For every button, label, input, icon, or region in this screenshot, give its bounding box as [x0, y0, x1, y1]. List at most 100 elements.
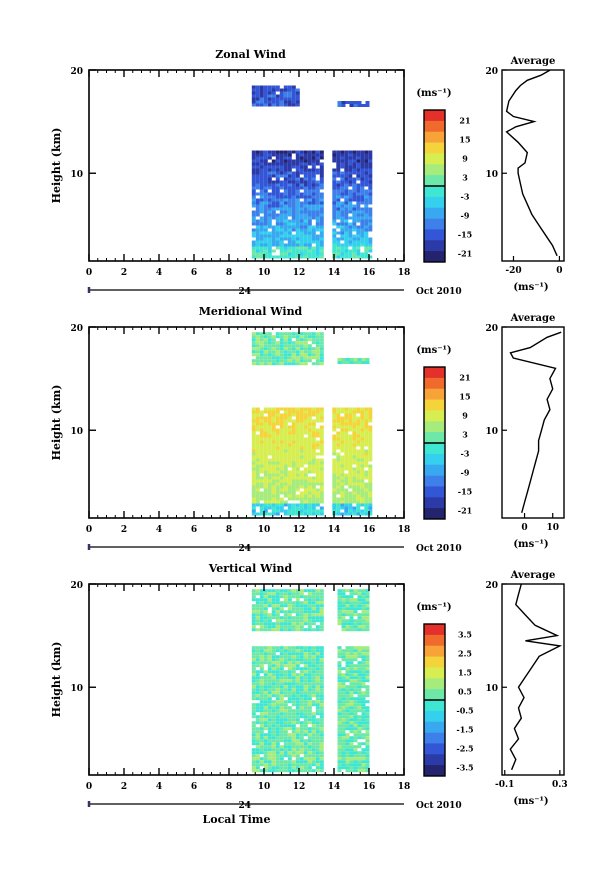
heatmap-cell	[303, 679, 308, 683]
heatmap-cell	[287, 434, 292, 438]
heatmap-cell	[368, 437, 373, 441]
heatmap-cell	[263, 437, 268, 441]
heatmap-cell	[368, 485, 373, 489]
x-tick-label: 14	[328, 525, 341, 535]
heatmap-cell	[364, 416, 369, 420]
heatmap-cell	[352, 494, 357, 498]
x-tick-label: 12	[293, 268, 306, 278]
heatmap-cell	[267, 183, 272, 187]
heatmap-cell	[295, 607, 300, 611]
colorbar-swatch	[424, 142, 445, 154]
heatmap-cell	[267, 246, 272, 250]
heatmap-cell	[271, 715, 276, 719]
heatmap-cell	[353, 592, 358, 596]
heatmap-cell	[357, 697, 362, 701]
heatmap-cell	[340, 467, 345, 471]
heatmap-cell	[315, 685, 320, 689]
heatmap-cell	[267, 201, 272, 205]
heatmap-cell	[255, 201, 260, 205]
heatmap-cell	[319, 467, 324, 471]
heatmap-cell	[255, 491, 260, 495]
heatmap-cell	[311, 362, 316, 366]
heatmap-cell	[340, 213, 345, 217]
heatmap-cell	[364, 180, 369, 184]
heatmap-cell	[348, 165, 353, 169]
heatmap-cell	[251, 673, 256, 677]
heatmap-cell	[361, 589, 366, 593]
heatmap-cell	[345, 703, 350, 707]
heatmap-cell	[345, 101, 350, 104]
heatmap-cell	[348, 491, 353, 495]
heatmap-cell	[319, 485, 324, 489]
heatmap-cell	[251, 649, 256, 653]
heatmap-cell	[263, 249, 268, 253]
heatmap-cell	[344, 219, 349, 223]
heatmap-cell	[344, 428, 349, 432]
heatmap-cell	[295, 700, 300, 704]
heatmap-cell	[275, 410, 280, 414]
heatmap-cell	[295, 347, 300, 351]
heatmap-cell	[344, 159, 349, 163]
heatmap-cell	[287, 174, 292, 178]
heatmap-cell	[287, 742, 292, 746]
heatmap-cell	[340, 219, 345, 223]
heatmap-cell	[267, 476, 272, 480]
heatmap-cell	[307, 440, 312, 444]
heatmap-cell	[283, 255, 288, 259]
heatmap-cell	[332, 476, 337, 480]
heatmap-cell	[307, 673, 312, 677]
heatmap-cell	[303, 703, 308, 707]
heatmap-cell	[299, 682, 304, 686]
heatmap-cell	[283, 688, 288, 692]
heatmap-cell	[364, 407, 369, 411]
heatmap-cell	[263, 661, 268, 665]
heatmap-cell	[291, 649, 296, 653]
heatmap-cell	[307, 225, 312, 229]
heatmap-cell	[357, 766, 362, 770]
heatmap-cell	[255, 252, 260, 256]
heatmap-cell	[315, 482, 320, 486]
heatmap-cell	[307, 754, 312, 758]
heatmap-cell	[353, 625, 358, 629]
heatmap-cell	[259, 440, 264, 444]
colorbar-unit: (ms⁻¹)	[416, 88, 451, 99]
heatmap-cell	[251, 748, 256, 752]
heatmap-cell	[303, 341, 308, 345]
heatmap-cell	[340, 419, 345, 423]
heatmap-cell	[295, 679, 300, 683]
heatmap-cell	[279, 228, 284, 232]
heatmap-cell	[348, 425, 353, 429]
heatmap-cell	[259, 419, 264, 423]
heatmap-cell	[291, 754, 296, 758]
heatmap-cell	[307, 500, 312, 504]
heatmap-cell	[267, 204, 272, 208]
heatmap-cell	[341, 625, 346, 629]
heatmap-cell	[287, 751, 292, 755]
heatmap-cell	[299, 733, 304, 737]
heatmap-cell	[311, 685, 316, 689]
heatmap-cell	[283, 700, 288, 704]
heatmap-cell	[267, 234, 272, 238]
heatmap-cell	[291, 625, 296, 629]
heatmap-cell	[287, 437, 292, 441]
heatmap-cell	[303, 246, 308, 250]
heatmap-cell	[255, 446, 260, 450]
date-axis-right-label: Oct 2010	[416, 544, 462, 554]
heatmap-cell	[287, 646, 292, 650]
heatmap-cell	[283, 243, 288, 247]
heatmap-cell	[255, 652, 260, 656]
heatmap-cell	[360, 443, 365, 447]
heatmap-cell	[340, 446, 345, 450]
heatmap-cell	[279, 607, 284, 611]
heatmap-cell	[263, 610, 268, 614]
heatmap-cell	[267, 661, 272, 665]
heatmap-cell	[345, 748, 350, 752]
heatmap-cell	[291, 249, 296, 253]
heatmap-cell	[271, 243, 276, 247]
colorbar-tick-label: -21	[458, 249, 472, 259]
heatmap-cell	[263, 204, 268, 208]
heatmap-cell	[291, 646, 296, 650]
heatmap-cell	[279, 760, 284, 764]
heatmap-cell	[332, 168, 337, 172]
heatmap-cell	[348, 407, 353, 411]
